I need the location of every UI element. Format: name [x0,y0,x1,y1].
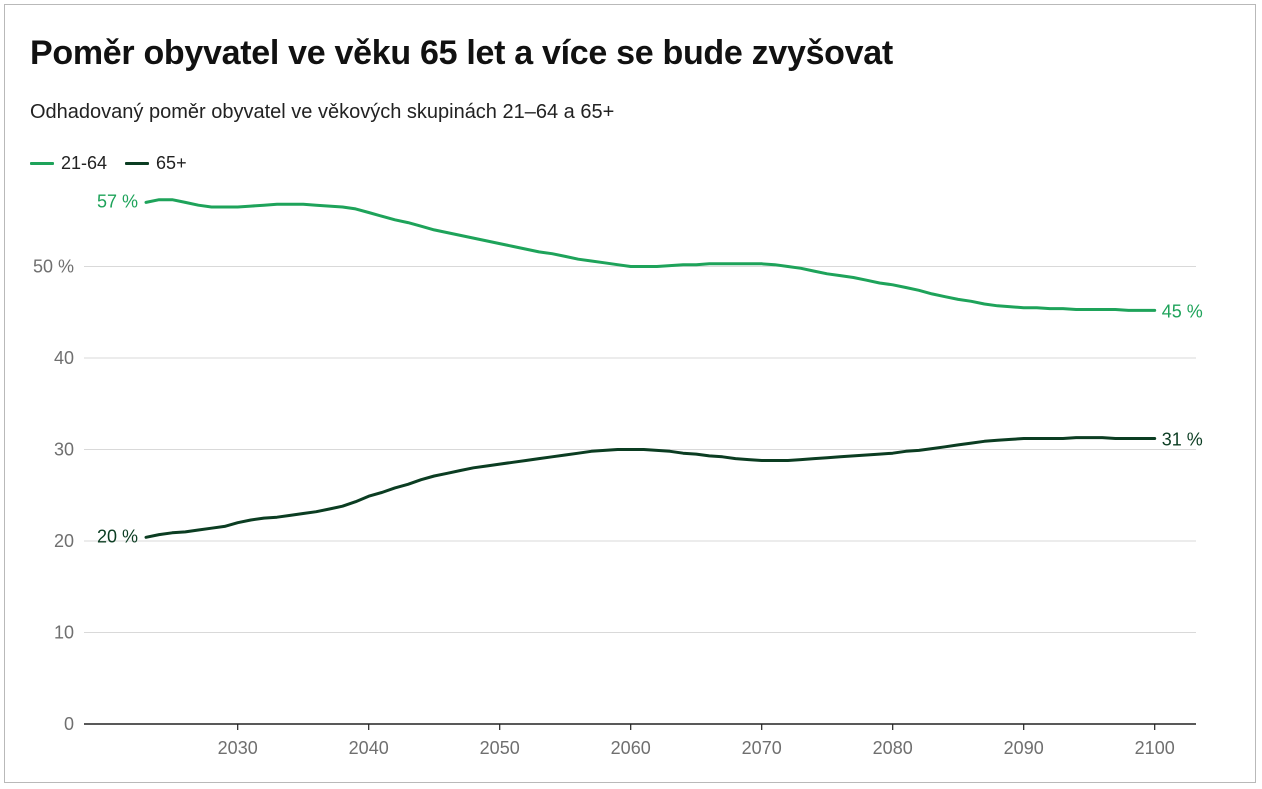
chart-title: Poměr obyvatel ve věku 65 let a více se … [30,34,893,72]
series-line-21-64 [144,198,1157,312]
chart-card [4,4,1256,783]
legend-swatch-65-plus [125,161,150,165]
y-tick-label: 40 [54,348,74,368]
legend-swatch-21-64 [30,161,54,165]
y-tick-label: 10 [54,623,74,643]
x-tick-label: 2090 [1004,738,1044,758]
y-tick-label: 30 [54,440,74,460]
series-lines [144,198,1157,539]
x-tick-label: 2080 [873,738,913,758]
series-end-labels: 57 % 45 % 20 % 31 % [97,191,1203,546]
y-axis-ticks: 0 10 20 30 40 50 % [33,257,74,735]
y-tick-label: 0 [64,714,74,734]
x-tick-label: 2040 [349,738,389,758]
series-end-label: 45 % [1162,301,1203,321]
series-start-label: 20 % [97,526,138,546]
legend-label-21-64: 21-64 [61,152,108,173]
x-tick-label: 2070 [742,738,782,758]
series-end-label: 31 % [1162,430,1203,450]
x-tick-label: 2060 [611,738,651,758]
y-tick-label: 20 [54,531,74,551]
y-tick-label: 50 % [33,257,74,277]
legend-item-21-64: 21-64 [30,153,107,174]
series-start-label: 57 % [97,191,138,211]
chart-legend: 21-64 65+ [30,151,205,175]
x-tick-label: 2030 [218,738,258,758]
x-tick-label: 2050 [480,738,520,758]
series-line-65-plus [144,436,1157,539]
x-tick-label: 2100 [1135,738,1175,758]
x-axis-ticks: 2030 2040 2050 2060 2070 2080 2090 2100 [218,724,1175,758]
legend-label-65-plus: 65+ [156,152,187,173]
gridlines [84,266,1196,725]
legend-item-65-plus: 65+ [125,153,187,174]
chart-subtitle: Odhadovaný poměr obyvatel ve věkových sk… [30,101,615,123]
